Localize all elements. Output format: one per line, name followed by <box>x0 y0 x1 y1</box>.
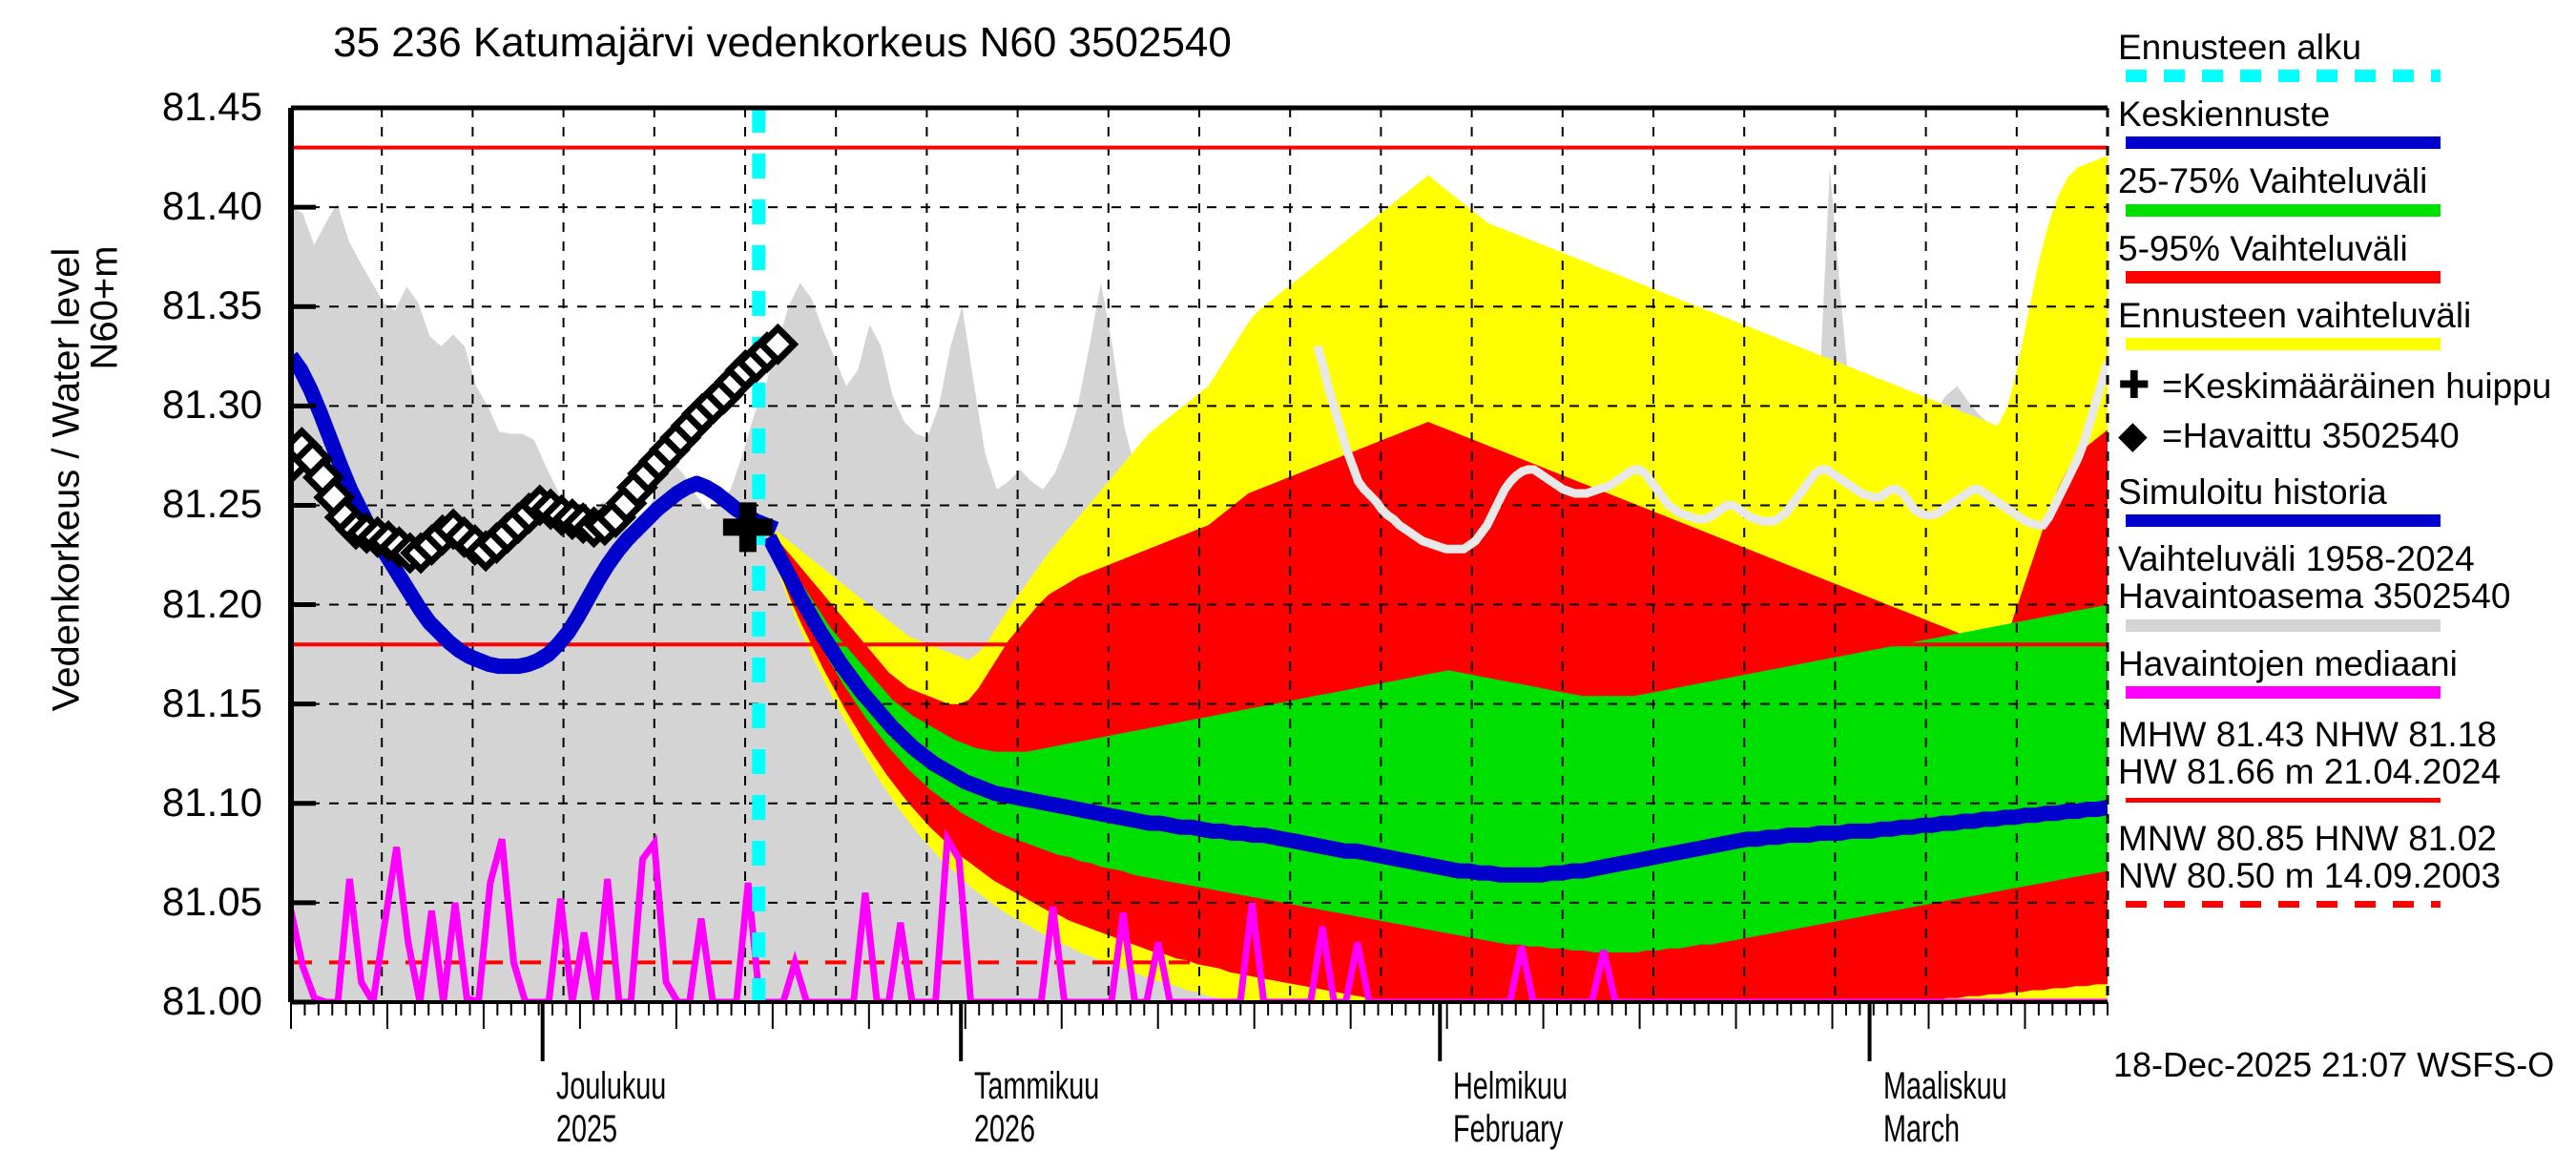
legend-label-hw: HW 81.66 m 21.04.2024 <box>2118 751 2502 791</box>
x-axis-month-label: Helmikuu February <box>1453 1065 1568 1151</box>
legend-swatch-simulated-history <box>2126 514 2441 528</box>
legend-label-mean-peak: =Keskimääräinen huippu <box>2162 366 2552 407</box>
y-axis-tick-label: 81.00 <box>161 978 262 1023</box>
legend-row-mean-peak: ✚ =Keskimääräinen huippu <box>2118 365 2576 408</box>
x-axis-month-label-fi: Joulukuu <box>555 1065 666 1107</box>
chart-legend: Ennusteen alku Keskiennuste 25-75% Vaiht… <box>2118 29 2576 913</box>
legend-label-band-25-75: 25-75% Vaihteluväli <box>2118 161 2428 201</box>
y-axis-tick-label: 81.15 <box>161 680 262 725</box>
legend-label-mnw: MNW 80.85 HNW 81.02 <box>2118 819 2497 859</box>
legend-label-band-5-95: 5-95% Vaihteluväli <box>2118 228 2408 268</box>
y-axis-tick-label: 81.35 <box>161 283 262 328</box>
y-axis-tick-label: 81.45 <box>161 84 262 129</box>
x-axis-month-label-en: February <box>1453 1107 1564 1150</box>
legend-swatch-forecast-start <box>2126 70 2441 83</box>
legend-swatch-band-25-75 <box>2126 203 2441 217</box>
y-axis-tick-label: 81.30 <box>161 382 262 428</box>
observed-station-line <box>1313 345 2108 554</box>
legend-label-obs-median: Havaintojen mediaani <box>2118 643 2458 683</box>
legend-label-forecast-range: Ennusteen vaihteluväli <box>2118 295 2472 335</box>
x-axis-month-label-fi: Helmikuu <box>1453 1065 1568 1107</box>
x-axis-month-label: Maaliskuu March <box>1883 1065 2007 1151</box>
y-axis-tick-label: 81.10 <box>161 779 262 825</box>
legend-swatch-mhw-line <box>2126 798 2441 804</box>
y-axis-tick-label: 81.05 <box>161 878 262 924</box>
band-25-75 <box>769 533 2108 952</box>
mean-peak-marker <box>722 502 773 553</box>
x-axis-month-label: Joulukuu 2025 <box>556 1065 666 1151</box>
observed-marker-diamond <box>757 323 800 366</box>
observed-markers <box>291 323 800 575</box>
observed-median-line <box>291 827 2108 1002</box>
legend-swatch-history-range <box>2126 618 2441 632</box>
mean-forecast-line <box>762 534 2108 883</box>
x-axis-month-label-fi: Maaliskuu <box>1882 1065 2007 1107</box>
y-axis-tick-label: 81.40 <box>161 183 262 229</box>
timestamp-footer: 18-Dec-2025 21:07 WSFS-O <box>2113 1045 2555 1084</box>
legend-label-station: Havaintoasema 3502540 <box>2118 576 2511 617</box>
legend-swatch-band-5-95 <box>2126 270 2441 283</box>
legend-label-simulated-history: Simuloitu historia <box>2118 471 2387 512</box>
x-axis-month-label: Tammikuu 2026 <box>974 1065 1099 1151</box>
legend-swatch-forecast-range <box>2126 338 2441 351</box>
page-title: 35 236 Katumajärvi vedenkorkeus N60 3502… <box>333 19 1232 66</box>
legend-label-observed: =Havaittu 3502540 <box>2162 416 2460 456</box>
legend-swatch-hnw-line <box>2126 900 2441 908</box>
y-axis-tick-label: 81.25 <box>161 481 262 527</box>
legend-label-mhw: MHW 81.43 NHW 81.18 <box>2118 714 2497 754</box>
x-axis-month-label-en: 2025 <box>555 1107 617 1150</box>
legend-swatch-mean-forecast <box>2126 136 2441 150</box>
legend-label-range-years: Vaihteluväli 1958-2024 <box>2118 539 2475 579</box>
y-axis-label-outer: Vedenkorkeus / Water level <box>45 247 88 712</box>
legend-swatch-obs-median <box>2126 685 2441 699</box>
legend-row-observed: ◆ =Havaittu 3502540 <box>2118 414 2576 457</box>
legend-label-nw: NW 80.50 m 14.09.2003 <box>2118 856 2502 896</box>
x-axis-month-label-fi: Tammikuu <box>974 1065 1100 1107</box>
legend-label-mean-forecast: Keskiennuste <box>2118 94 2331 135</box>
legend-label-forecast-start: Ennusteen alku <box>2118 28 2362 67</box>
x-axis-month-label-en: 2026 <box>974 1107 1036 1150</box>
gridlines <box>291 107 2108 1003</box>
plus-icon: ✚ <box>2118 365 2150 408</box>
diamond-icon: ◆ <box>2118 414 2148 457</box>
y-axis-tick-label: 81.20 <box>161 580 262 626</box>
x-axis-month-label-en: March <box>1882 1107 1960 1150</box>
